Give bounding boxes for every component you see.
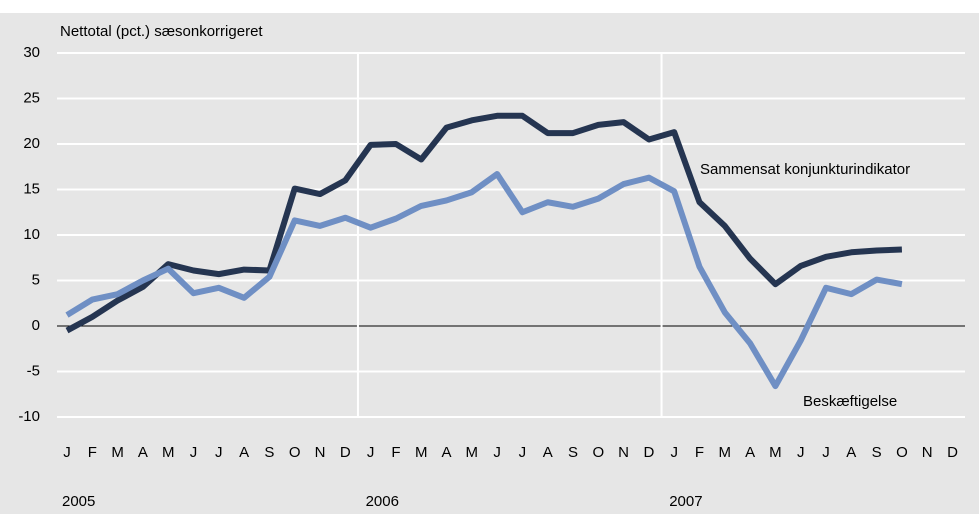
x-tick-label: O — [592, 444, 604, 461]
background — [0, 13, 979, 514]
year-label: 2006 — [366, 493, 399, 510]
x-tick-label: M — [415, 444, 428, 461]
series-line — [65, 112, 903, 334]
x-tick-label: A — [543, 444, 553, 461]
x-tick-label: J — [190, 444, 198, 461]
x-tick-label: A — [138, 444, 148, 461]
x-tick-label: N — [315, 444, 326, 461]
x-tick-label: F — [391, 444, 400, 461]
x-tick-label: J — [519, 444, 527, 461]
x-tick-label: J — [215, 444, 223, 461]
x-tick-label: O — [896, 444, 908, 461]
x-tick-label: A — [846, 444, 856, 461]
y-tick-label: 25 — [23, 89, 40, 106]
x-tick-label: M — [466, 444, 479, 461]
y-tick-label: 15 — [23, 180, 40, 197]
x-tick-label: N — [618, 444, 629, 461]
y-tick-label: 20 — [23, 135, 40, 152]
y-tick-label: -5 — [27, 362, 40, 379]
y-tick-label: 5 — [32, 271, 40, 288]
x-tick-label: O — [289, 444, 301, 461]
y-tick-label: 10 — [23, 226, 40, 243]
y-tick-label: 30 — [23, 44, 40, 61]
year-label: 2005 — [62, 493, 95, 510]
x-tick-label: M — [111, 444, 124, 461]
x-tick-label: F — [88, 444, 97, 461]
x-tick-label: M — [769, 444, 782, 461]
x-tick-label: N — [922, 444, 933, 461]
x-tick-label: F — [695, 444, 704, 461]
x-tick-label: J — [670, 444, 678, 461]
y-axis-label: Nettotal (pct.) sæsonkorrigeret — [60, 23, 263, 40]
series-label: Sammensat konjunkturindikator — [700, 161, 910, 178]
x-tick-label: M — [162, 444, 175, 461]
x-tick-label: D — [947, 444, 958, 461]
x-tick-label: A — [239, 444, 249, 461]
series-label: Beskæftigelse — [803, 393, 897, 410]
x-tick-label: J — [797, 444, 805, 461]
x-tick-label: S — [872, 444, 882, 461]
x-tick-label: D — [340, 444, 351, 461]
x-tick-label: D — [643, 444, 654, 461]
x-tick-label: A — [745, 444, 755, 461]
x-tick-label: M — [719, 444, 732, 461]
x-tick-label: S — [264, 444, 274, 461]
year-label: 2007 — [669, 493, 702, 510]
x-tick-label: A — [441, 444, 451, 461]
x-tick-label: S — [568, 444, 578, 461]
x-tick-label: J — [493, 444, 501, 461]
y-tick-label: 0 — [32, 317, 40, 334]
x-tick-label: J — [63, 444, 71, 461]
x-tick-label: J — [367, 444, 375, 461]
series-line — [65, 171, 903, 390]
y-tick-label: -10 — [18, 408, 40, 425]
x-tick-label: J — [822, 444, 830, 461]
